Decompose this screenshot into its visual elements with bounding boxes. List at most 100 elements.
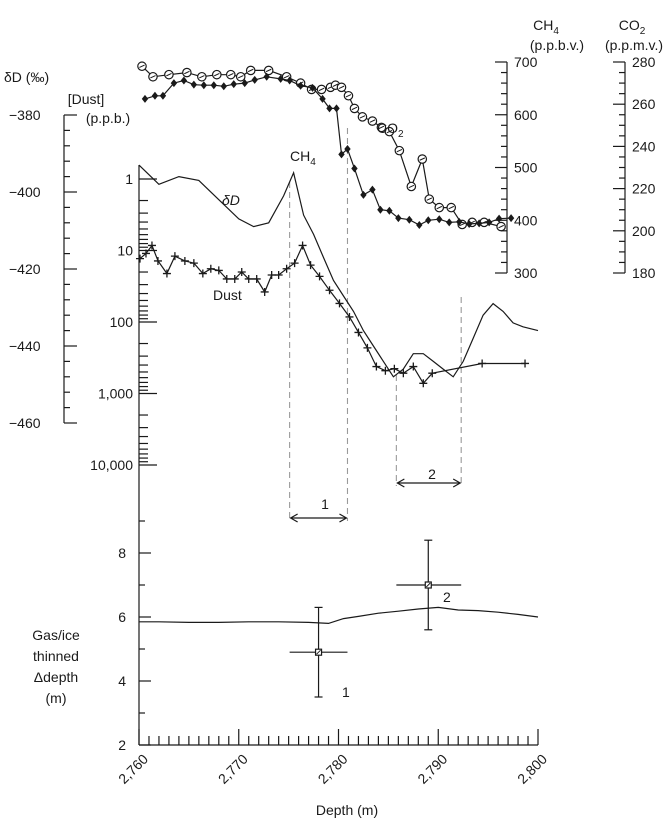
co2-point-hatch [436,205,443,210]
dust-point [162,269,171,278]
ch4-tick-label: 400 [514,212,538,228]
dust-point [399,369,408,378]
co2-tick-label: 280 [632,54,656,70]
co2-tick-label: 260 [632,96,656,112]
ch4-line [144,76,512,226]
dust-point [206,264,215,273]
dust-point [237,268,246,277]
dust-point [214,266,223,275]
co2-point-hatch [426,197,433,201]
dust-point [372,362,381,371]
ch4-point [190,80,198,89]
co2-point-hatch [359,115,366,119]
dust-tick-label: 10 [117,243,133,259]
ch4-point [230,80,237,89]
deltaD-tick-label: −400 [9,184,41,200]
ch4-point [369,185,376,194]
gas-ice-tick-label: 2 [118,737,126,753]
dust-point [381,366,390,375]
ch4-point [251,75,258,84]
dust-point [390,364,399,373]
dust-point [306,261,315,270]
deltaD-tick-label: −460 [9,415,41,431]
co2-axis-title: CO2 [619,17,646,37]
dust-point [282,264,291,273]
dust-tick-label: 10,000 [90,457,133,473]
ch4-axis-unit: (p.p.b.v.) [530,37,584,53]
x-tick-label: 2,790 [414,751,450,787]
deltaD-axis-title: δD (‰) [4,69,49,85]
co2-point-hatch [247,68,254,73]
ch4-point [241,79,248,88]
ch4-point [277,74,284,83]
co2-series-label: CO2 [377,120,404,140]
gas-ice-label-line-2: thinned [33,648,79,664]
dust-point [230,274,239,283]
co2-tick-label: 200 [632,223,656,239]
ch4-point [151,91,159,100]
gas-ice-tick-label: 8 [118,545,126,561]
co2-point-hatch [369,119,376,123]
co2-point-hatch [338,85,345,89]
dust-tick-label: 1,000 [98,386,133,402]
dust-point [428,369,437,378]
point-2-marker-hatch [425,582,431,588]
co2-point-hatch [459,222,465,227]
dust-point [478,359,487,368]
dust-tick-label: 1 [125,171,133,187]
ch4-axis-title: CH4 [533,17,559,37]
dust-axis-unit: (p.p.b.) [86,110,130,126]
gas-ice-label-line-1: Gas/ice [32,627,80,643]
co2-point-hatch [448,205,455,210]
co2-point-hatch [498,224,504,229]
co2-point-hatch [265,68,272,73]
point-2-label: 2 [443,589,451,605]
tick-layer: 2,760 2,770 2,780 2,790 2,800 1 10 100 1,000 10,0… [9,54,656,787]
dust-point [189,259,198,268]
co2-point-hatch [345,94,352,98]
ch4-point [170,79,178,88]
x-tick-label: 2,770 [215,751,251,787]
dust-point [354,328,363,337]
ch4-point [507,214,515,223]
ch4-point [286,76,293,85]
ch4-tick-label: 300 [514,265,538,281]
dust-point [325,286,334,295]
x-tick-label: 2,780 [315,751,351,787]
dust-point [335,299,344,308]
co2-point-hatch [166,73,172,77]
ch4-point [220,82,227,91]
co2-point-hatch [351,106,358,111]
deltaD-line [138,164,539,378]
co2-point-hatch [199,75,205,79]
ch4-point [425,216,432,225]
dust-point [298,241,307,250]
co2-tick-label: 220 [632,181,656,197]
gas-ice-tick-label: 6 [118,609,126,625]
dust-point [521,359,530,368]
co2-point-hatch [408,184,415,189]
dust-point [274,270,283,279]
ch4-point [200,81,208,90]
dust-point [409,362,418,371]
interval-1-arrow-left [289,513,298,523]
co2-point-hatch [318,87,325,92]
dust-point [135,254,144,263]
ch4-point [210,81,218,90]
gas-ice-tick-label: 4 [118,673,126,689]
interval-markers [289,128,462,523]
ch4-point [475,219,483,228]
x-tick-label: 2,760 [115,751,151,787]
dust-point [290,259,299,268]
ch4-point [455,217,463,226]
ch4-tick-label: 600 [514,107,538,123]
co2-point-hatch [283,75,290,79]
dust-point [180,256,189,265]
ch4-point [344,145,351,154]
gas-ice-line [139,606,539,625]
dust-point [141,249,150,258]
ch4-point [436,215,443,224]
deltaD-tick-label: −440 [9,338,41,354]
ch4-point [263,72,270,81]
